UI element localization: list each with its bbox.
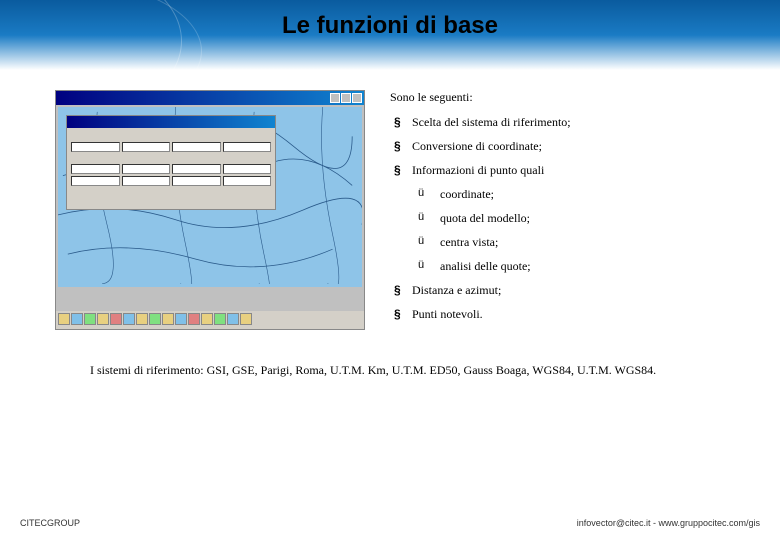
sub-item: coordinate; bbox=[412, 185, 750, 203]
tool-icon bbox=[240, 313, 252, 325]
field-label bbox=[122, 132, 171, 140]
tool-icon bbox=[97, 313, 109, 325]
page-title: Le funzioni di base bbox=[282, 12, 498, 40]
footer-right: infovector@citec.it - www.gruppocitec.co… bbox=[577, 518, 760, 528]
tool-icon bbox=[201, 313, 213, 325]
tool-icon bbox=[136, 313, 148, 325]
footer-left: CITECGROUP bbox=[20, 518, 80, 528]
tool-icon bbox=[162, 313, 174, 325]
tool-icon bbox=[71, 313, 83, 325]
input-field bbox=[223, 176, 272, 186]
input-field bbox=[223, 142, 272, 152]
maximize-icon bbox=[341, 93, 351, 103]
input-field bbox=[122, 176, 171, 186]
tool-icon bbox=[123, 313, 135, 325]
dialog-titlebar bbox=[67, 116, 275, 128]
list-item: Informazioni di punto quali coordinate; … bbox=[390, 161, 750, 275]
content-area: Sono le seguenti: Scelta del sistema di … bbox=[0, 70, 780, 330]
input-field bbox=[172, 164, 221, 174]
slide-header: Le funzioni di base bbox=[0, 0, 780, 70]
tool-icon bbox=[149, 313, 161, 325]
tool-icon bbox=[84, 313, 96, 325]
input-field bbox=[71, 176, 120, 186]
dialog-body bbox=[67, 128, 275, 190]
field-label bbox=[71, 154, 120, 162]
field-label bbox=[223, 132, 272, 140]
list-item: Punti notevoli. bbox=[390, 305, 750, 323]
field-label bbox=[71, 132, 120, 140]
list-item: Scelta del sistema di riferimento; bbox=[390, 113, 750, 131]
close-icon bbox=[352, 93, 362, 103]
field-label bbox=[172, 132, 221, 140]
input-field bbox=[172, 142, 221, 152]
item-text: Conversione di coordinate; bbox=[412, 139, 542, 153]
input-field bbox=[122, 142, 171, 152]
tool-icon bbox=[188, 313, 200, 325]
sub-item: analisi delle quote; bbox=[412, 257, 750, 275]
input-field bbox=[172, 176, 221, 186]
input-field bbox=[71, 164, 120, 174]
field-label bbox=[223, 154, 272, 162]
tool-icon bbox=[227, 313, 239, 325]
input-field bbox=[122, 164, 171, 174]
app-toolbar bbox=[56, 311, 364, 329]
sub-list: coordinate; quota del modello; centra vi… bbox=[412, 185, 750, 275]
item-text: Informazioni di punto quali bbox=[412, 163, 544, 177]
text-column: Sono le seguenti: Scelta del sistema di … bbox=[390, 90, 750, 330]
field-label bbox=[172, 154, 221, 162]
slide-footer: CITECGROUP infovector@citec.it - www.gru… bbox=[0, 518, 780, 528]
input-field bbox=[71, 142, 120, 152]
tool-icon bbox=[58, 313, 70, 325]
minimize-icon bbox=[330, 93, 340, 103]
item-text: Distanza e azimut; bbox=[412, 283, 501, 297]
list-item: Conversione di coordinate; bbox=[390, 137, 750, 155]
window-titlebar bbox=[56, 91, 364, 105]
reference-systems-text: I sistemi di riferimento: GSI, GSE, Pari… bbox=[0, 358, 780, 382]
sub-item: centra vista; bbox=[412, 233, 750, 251]
coordinate-dialog bbox=[66, 115, 276, 210]
intro-text: Sono le seguenti: bbox=[390, 90, 750, 105]
list-item: Distanza e azimut; bbox=[390, 281, 750, 299]
tool-icon bbox=[214, 313, 226, 325]
field-label bbox=[122, 154, 171, 162]
tool-icon bbox=[175, 313, 187, 325]
feature-list: Scelta del sistema di riferimento; Conve… bbox=[390, 113, 750, 323]
sub-item: quota del modello; bbox=[412, 209, 750, 227]
item-text: Punti notevoli. bbox=[412, 307, 483, 321]
item-text: Scelta del sistema di riferimento; bbox=[412, 115, 571, 129]
map-canvas bbox=[58, 107, 362, 287]
app-screenshot bbox=[55, 90, 365, 330]
input-field bbox=[223, 164, 272, 174]
tool-icon bbox=[110, 313, 122, 325]
